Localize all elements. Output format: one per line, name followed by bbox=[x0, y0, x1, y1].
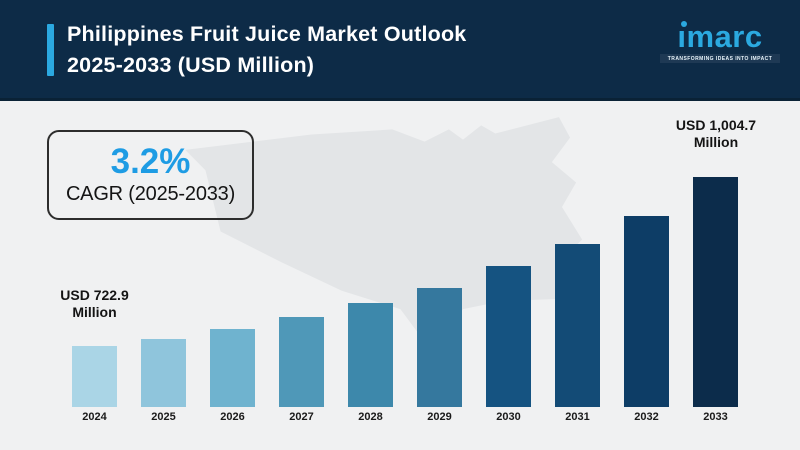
x-axis-label-2027: 2027 bbox=[289, 411, 314, 423]
chart-area: 3.2% CAGR (2025-2033) USD 722.9 Million … bbox=[0, 101, 800, 450]
bar-2027 bbox=[279, 317, 324, 407]
last-bar-value-label: USD 1,004.7 Million bbox=[653, 117, 779, 151]
bar-column-2031: 2031 bbox=[555, 244, 600, 424]
bar-2026 bbox=[210, 329, 255, 407]
bar-column-2032: 2032 bbox=[624, 216, 669, 424]
page-title: Philippines Fruit Juice Market Outlook 2… bbox=[67, 19, 627, 81]
bar-2029 bbox=[417, 288, 462, 407]
bar-2033 bbox=[693, 177, 738, 407]
x-axis-label-2024: 2024 bbox=[82, 411, 107, 423]
bar-column-2027: 2027 bbox=[279, 317, 324, 424]
x-axis-label-2032: 2032 bbox=[634, 411, 659, 423]
page-title-line2: 2025-2033 (USD Million) bbox=[67, 53, 315, 77]
first-bar-value-line1: USD 722.9 bbox=[60, 287, 129, 303]
bar-plot: 2024 2025 2026 2027 2028 2029 2030 2031 2032 2033 bbox=[72, 177, 738, 424]
x-axis-label-2026: 2026 bbox=[220, 411, 245, 423]
bar-2024 bbox=[72, 346, 117, 407]
x-axis-label-2028: 2028 bbox=[358, 411, 383, 423]
bar-column-2030: 2030 bbox=[486, 266, 531, 424]
bar-column-2033: 2033 bbox=[693, 177, 738, 424]
last-bar-value-line1: USD 1,004.7 bbox=[675, 117, 757, 133]
last-bar-value-line2: Million bbox=[693, 134, 739, 150]
bar-column-2028: 2028 bbox=[348, 303, 393, 424]
imarc-wordmark: ımarc bbox=[677, 19, 763, 54]
bar-column-2025: 2025 bbox=[141, 339, 186, 424]
x-axis-label-2025: 2025 bbox=[151, 411, 176, 423]
imarc-wordmark-text: ımarc bbox=[677, 19, 763, 54]
bar-column-2029: 2029 bbox=[417, 288, 462, 424]
imarc-tagline: TRANSFORMING IDEAS INTO IMPACT bbox=[660, 54, 780, 63]
bar-column-2024: 2024 bbox=[72, 346, 117, 424]
cagr-card: 3.2% CAGR (2025-2033) bbox=[47, 130, 254, 220]
cagr-label: CAGR (2025-2033) bbox=[65, 182, 236, 205]
page-title-line1: Philippines Fruit Juice Market Outlook bbox=[67, 22, 467, 46]
imarc-i-dot-icon bbox=[681, 21, 688, 27]
first-bar-value-label: USD 722.9 Million bbox=[34, 287, 155, 321]
first-bar-value-line2: Million bbox=[72, 304, 117, 320]
imarc-logo: ımarc TRANSFORMING IDEAS INTO IMPACT bbox=[660, 19, 780, 63]
title-accent-bar bbox=[47, 24, 54, 76]
x-axis-label-2031: 2031 bbox=[565, 411, 590, 423]
bar-2025 bbox=[141, 339, 186, 407]
bar-column-2026: 2026 bbox=[210, 329, 255, 424]
x-axis-label-2030: 2030 bbox=[496, 411, 521, 423]
bar-2031 bbox=[555, 244, 600, 407]
bar-2030 bbox=[486, 266, 531, 407]
x-axis-label-2033: 2033 bbox=[703, 411, 728, 423]
cagr-value: 3.2% bbox=[110, 142, 191, 182]
x-axis-label-2029: 2029 bbox=[427, 411, 452, 423]
bar-2028 bbox=[348, 303, 393, 407]
bar-2032 bbox=[624, 216, 669, 407]
header: Philippines Fruit Juice Market Outlook 2… bbox=[0, 0, 800, 101]
